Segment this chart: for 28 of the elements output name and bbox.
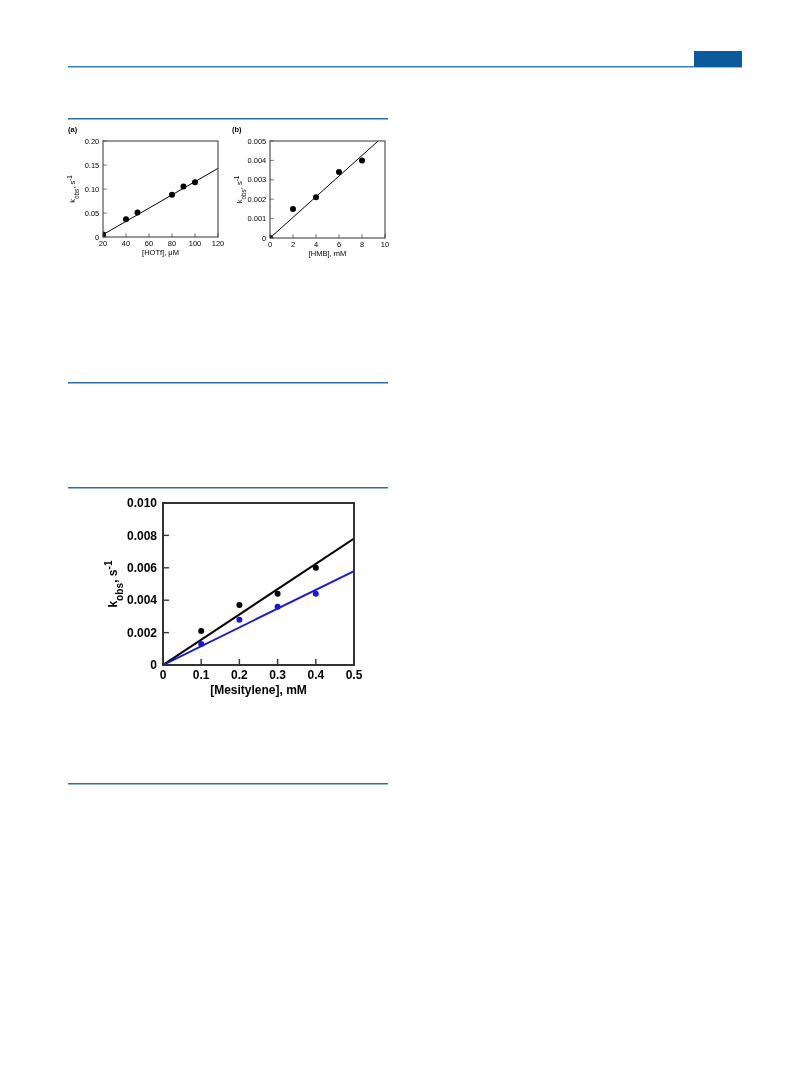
x-axis-title: [Mesitylene], mM — [210, 682, 307, 697]
point — [169, 191, 175, 198]
point — [313, 194, 319, 201]
point — [359, 157, 365, 164]
point — [290, 205, 296, 212]
point — [180, 183, 187, 190]
x-tick-label: 0.1 — [192, 667, 210, 682]
point — [192, 179, 198, 186]
x-tick-label: 0.2 — [231, 667, 249, 682]
point — [123, 216, 129, 223]
x-tick-label: 0.3 — [269, 667, 287, 682]
y-tick-label: 0.010 — [126, 496, 158, 511]
point — [274, 603, 281, 610]
y-tick-label: 0.004 — [126, 593, 158, 608]
point — [312, 564, 319, 571]
point — [274, 590, 281, 597]
point — [198, 640, 205, 647]
point — [236, 602, 243, 609]
y-tick-label: 0.006 — [126, 561, 158, 575]
point — [134, 209, 141, 216]
point — [236, 616, 243, 623]
point — [336, 169, 342, 176]
y-tick-label: 0.002 — [126, 625, 158, 640]
point — [312, 590, 319, 597]
y-tick-label: 0.008 — [126, 528, 158, 543]
x-tick-label: 0.5 — [345, 667, 363, 682]
x-tick-label: 0.4 — [307, 667, 325, 682]
point — [198, 627, 205, 634]
